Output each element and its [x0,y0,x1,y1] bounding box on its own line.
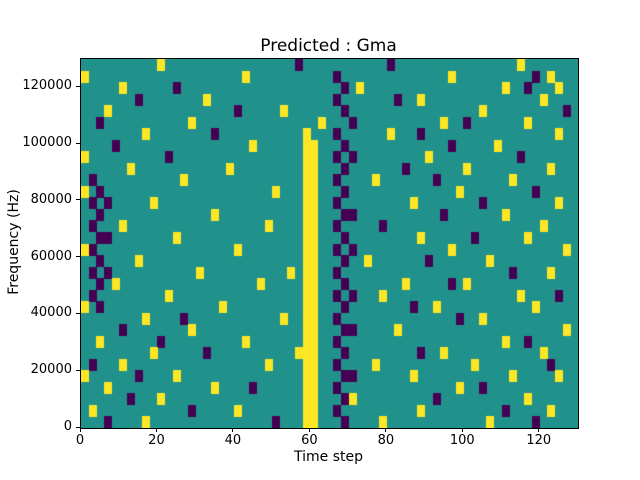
y-tick-mark [76,199,80,201]
x-tick-label: 100 [449,433,475,448]
y-tick-mark [76,369,80,371]
y-tick-mark [76,256,80,258]
plot-area [80,58,579,429]
x-tick-mark [79,428,81,432]
y-tick-label: 40000 [30,305,72,321]
y-tick-label: 120000 [22,78,72,94]
y-tick-mark [76,85,80,87]
x-tick-label: 120 [526,433,552,448]
x-tick-label: 60 [301,433,318,448]
x-tick-mark [232,428,234,432]
x-axis-label: Time step [294,449,363,465]
y-tick-label: 0 [63,419,72,434]
y-tick-label: 60000 [30,248,72,264]
heatmap-canvas [81,59,578,428]
y-tick-label: 100000 [22,135,72,151]
chart-title: Predicted : Gma [260,36,397,56]
x-tick-mark [461,428,463,432]
y-tick-label: 80000 [30,191,72,207]
x-tick-mark [155,428,157,432]
x-tick-label: 40 [224,433,242,448]
x-tick-label: 20 [148,433,165,448]
x-tick-label: 80 [377,433,395,448]
x-tick-mark [308,428,310,432]
y-tick-mark [76,426,80,428]
y-tick-mark [76,312,80,314]
x-tick-label: 0 [75,433,85,448]
y-axis-label: Frequency (Hz) [6,189,22,295]
x-tick-mark [385,428,387,432]
x-tick-mark [538,428,540,432]
y-tick-label: 20000 [30,362,72,378]
y-tick-mark [76,142,80,144]
